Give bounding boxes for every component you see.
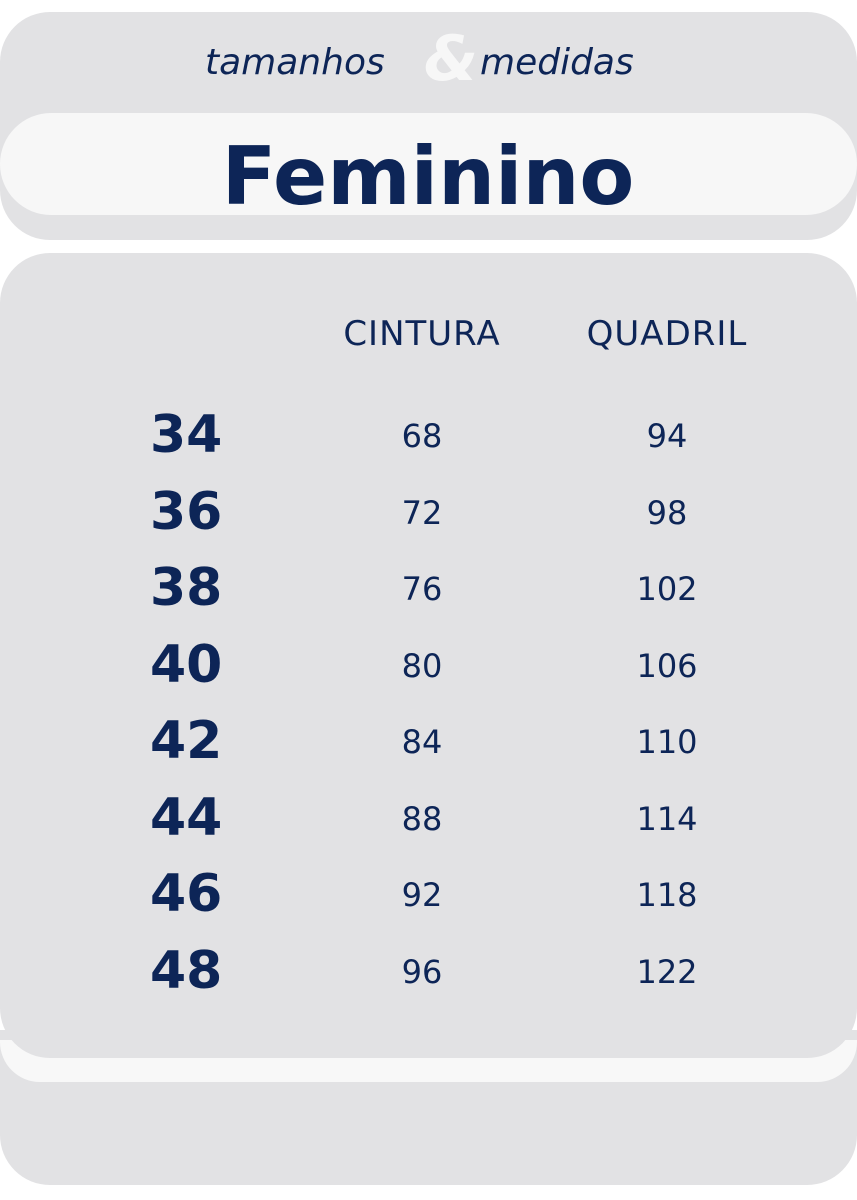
measure-cell: 98 — [646, 493, 688, 532]
measure-cell: 92 — [401, 876, 443, 914]
size-label: 48 — [150, 940, 223, 1001]
measure-cell: 102 — [636, 570, 698, 608]
size-label: 38 — [150, 558, 223, 618]
size-label: 34 — [150, 405, 223, 465]
header-right: medidas — [480, 42, 634, 83]
size-label: 36 — [150, 481, 223, 542]
size-label: 46 — [150, 864, 223, 924]
column-header: CINTURA — [343, 314, 501, 354]
measure-cell: 106 — [636, 646, 698, 685]
measure-cell: 80 — [401, 646, 443, 685]
measure-cell: 114 — [636, 799, 698, 838]
measure-cell: 94 — [646, 417, 688, 455]
measure-cell: 96 — [401, 952, 443, 991]
title-pill — [0, 113, 857, 215]
measure-cell: 72 — [401, 493, 443, 532]
size-label: 40 — [150, 634, 223, 695]
measure-cell: 118 — [636, 876, 698, 914]
size-label: 44 — [150, 787, 223, 848]
measure-cell: 88 — [401, 799, 443, 838]
measure-cell: 68 — [401, 417, 443, 455]
column-header: QUADRIL — [586, 314, 748, 354]
size-label: 42 — [150, 711, 223, 771]
title: Feminino — [221, 130, 635, 223]
measure-cell: 122 — [636, 952, 698, 991]
header-ampersand: & — [424, 22, 479, 95]
table-panel — [0, 253, 857, 1058]
measure-cell: 110 — [636, 723, 698, 761]
measure-cell: 76 — [401, 570, 443, 608]
header-left: tamanhos — [205, 42, 385, 83]
measure-cell: 84 — [401, 723, 443, 761]
